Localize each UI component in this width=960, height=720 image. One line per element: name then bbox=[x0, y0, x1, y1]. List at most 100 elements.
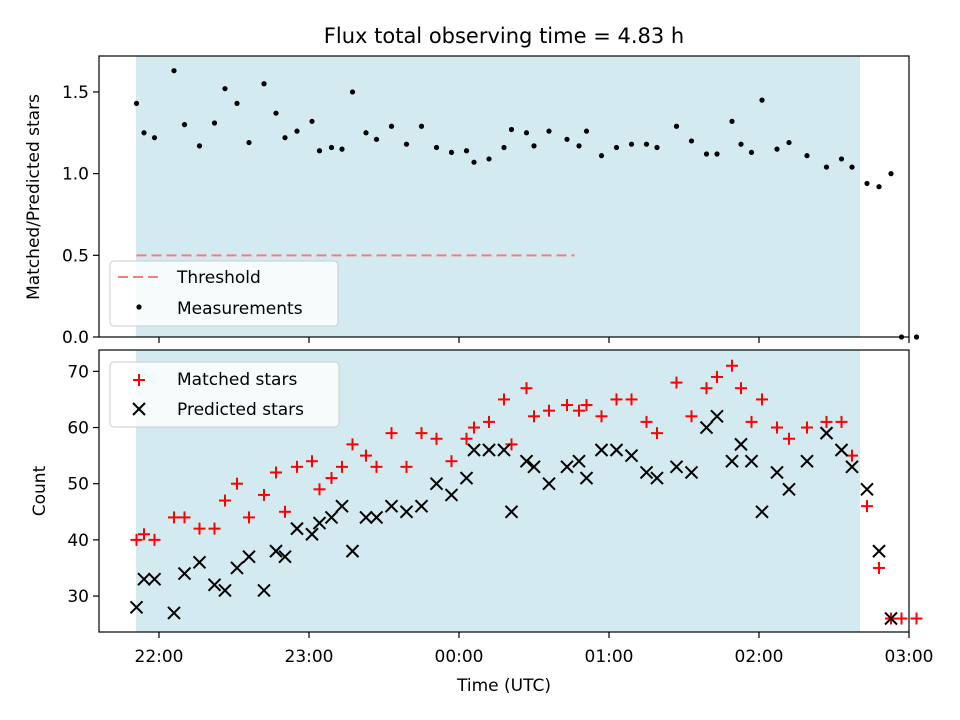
measurement-point bbox=[628, 141, 635, 147]
matched-star-point bbox=[460, 432, 473, 445]
predicted-star-point bbox=[504, 505, 519, 519]
legend-threshold-label: Threshold bbox=[176, 268, 261, 288]
measurement-point bbox=[373, 136, 380, 142]
measurement-point bbox=[261, 81, 267, 87]
measurement-point bbox=[546, 128, 552, 134]
matched-star-point bbox=[573, 404, 585, 417]
matched-star-point bbox=[400, 460, 413, 473]
matched-star-point bbox=[370, 460, 383, 473]
predicted-star-point bbox=[734, 437, 748, 452]
measurement-point bbox=[273, 110, 279, 116]
matched-star-point bbox=[219, 494, 231, 507]
predicted-star-point bbox=[624, 448, 639, 463]
matched-star-point bbox=[735, 382, 747, 395]
matched-star-point bbox=[346, 438, 359, 451]
matched-star-point bbox=[580, 399, 593, 412]
measurement-point bbox=[196, 143, 203, 149]
legend-matched-label: Matched stars bbox=[177, 370, 297, 390]
count-y-ticks: 30 40 50 60 70 bbox=[67, 362, 99, 607]
y-tick-label: 1.0 bbox=[62, 165, 89, 185]
predicted-star-point bbox=[609, 443, 624, 457]
matched-star-point bbox=[306, 455, 318, 468]
predicted-star-point bbox=[290, 521, 304, 536]
matched-star-point bbox=[861, 500, 873, 513]
predicted-star-point bbox=[800, 454, 814, 468]
count-legend: Matched stars Predicted stars bbox=[109, 361, 340, 428]
measurement-point bbox=[141, 130, 147, 136]
y-tick-label: 60 bbox=[67, 419, 89, 439]
measurement-point bbox=[486, 156, 492, 162]
predicted-star-point bbox=[369, 510, 384, 525]
measurement-point bbox=[738, 141, 744, 147]
measurement-point bbox=[309, 118, 315, 124]
predicted-star-point bbox=[527, 460, 541, 474]
matched-star-point bbox=[625, 393, 638, 406]
matched-star-point bbox=[360, 449, 372, 462]
measurement-point bbox=[282, 135, 288, 141]
predicted-star-point bbox=[699, 420, 714, 435]
measurement-point bbox=[448, 149, 455, 155]
predicted-star-point bbox=[684, 465, 699, 480]
measurement-point bbox=[339, 146, 345, 152]
matched-star-point bbox=[258, 488, 270, 501]
measurement-point bbox=[729, 118, 735, 124]
matched-star-point bbox=[520, 382, 533, 395]
measurement-point bbox=[234, 100, 240, 106]
matched-star-point bbox=[685, 410, 698, 423]
measurement-point bbox=[523, 130, 530, 136]
measurement-point bbox=[501, 144, 507, 151]
y-tick-label: 30 bbox=[67, 587, 89, 607]
legend-measurements-label: Measurements bbox=[177, 299, 303, 319]
matched-star-point bbox=[670, 376, 683, 389]
measurement-point bbox=[864, 180, 870, 187]
predicted-star-point bbox=[359, 510, 373, 525]
x-tick-label: 23:00 bbox=[285, 647, 334, 667]
measurement-point bbox=[294, 128, 300, 134]
matched-star-point bbox=[595, 410, 608, 423]
measurement-point bbox=[564, 136, 570, 142]
predicted-star-point bbox=[650, 471, 664, 485]
matched-star-point bbox=[138, 528, 150, 541]
predicted-star-point bbox=[429, 476, 444, 491]
matched-star-point bbox=[148, 533, 161, 546]
measurement-point bbox=[748, 149, 755, 155]
predicted-star-point bbox=[230, 561, 244, 575]
predicted-star-point bbox=[335, 499, 349, 513]
measurement-point bbox=[714, 151, 720, 157]
legend-predicted-label: Predicted stars bbox=[177, 400, 304, 420]
chart-title: Flux total observing time = 4.83 h bbox=[324, 24, 684, 48]
ratio-x-ticks bbox=[158, 337, 910, 343]
measurement-point bbox=[418, 123, 425, 129]
measurement-point bbox=[181, 122, 188, 128]
predicted-star-point bbox=[519, 454, 534, 468]
matched-star-point bbox=[820, 415, 833, 428]
measurement-point bbox=[838, 156, 845, 162]
measurement-point bbox=[688, 138, 695, 144]
measurement-point bbox=[403, 141, 410, 147]
matched-star-point bbox=[756, 393, 768, 406]
matched-star-point bbox=[178, 511, 191, 524]
predicted-star-point bbox=[710, 409, 724, 423]
ratio-plot-frame bbox=[98, 55, 910, 338]
matched-star-point bbox=[745, 415, 758, 428]
predicted-star-point bbox=[845, 460, 859, 474]
y-tick-label: 0.0 bbox=[62, 328, 89, 348]
matched-star-point bbox=[270, 466, 282, 479]
measurement-point bbox=[823, 164, 830, 170]
measurement-point bbox=[913, 334, 920, 340]
measurement-point bbox=[583, 128, 590, 134]
matched-star-point bbox=[336, 460, 348, 473]
measurement-point bbox=[643, 141, 650, 147]
matched-star-point bbox=[640, 415, 653, 428]
ratio-panel: 0.0 0.5 1.0 1.5 Matched/Predicted stars Thr… bbox=[24, 55, 920, 348]
y-tick-label: 1.5 bbox=[62, 83, 89, 103]
predicted-star-point bbox=[639, 465, 654, 480]
measurement-point bbox=[328, 144, 335, 151]
measurement-point bbox=[433, 144, 440, 151]
measurement-point bbox=[759, 97, 765, 103]
matched-star-point bbox=[700, 382, 713, 395]
matched-star-point bbox=[711, 370, 723, 383]
predicted-star-point bbox=[572, 454, 586, 468]
matched-star-point bbox=[895, 612, 908, 625]
predicted-star-point bbox=[482, 443, 496, 457]
